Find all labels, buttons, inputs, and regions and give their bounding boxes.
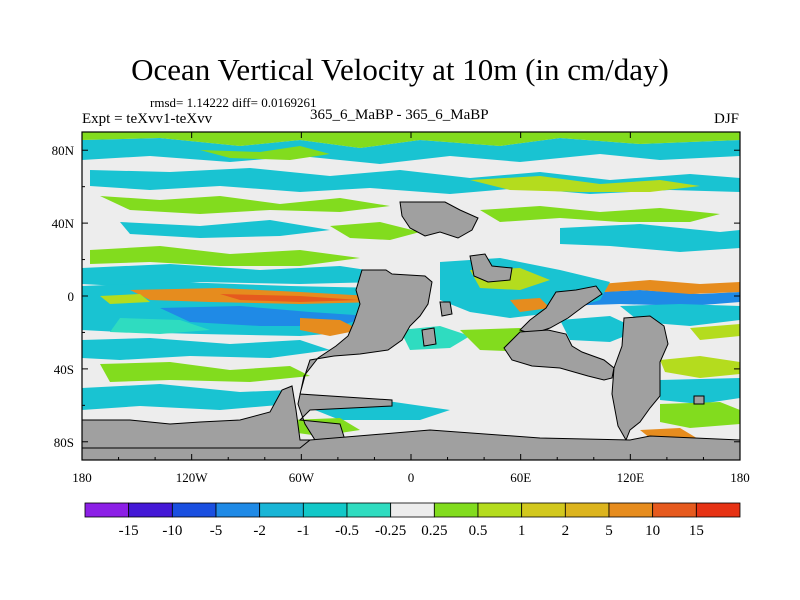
colorbar-box bbox=[171, 502, 217, 518]
x-tick-label: 60W bbox=[289, 470, 315, 485]
colorbar-box bbox=[608, 502, 654, 518]
colorbar-label: -1 bbox=[297, 523, 310, 539]
land-mass bbox=[399, 201, 479, 239]
y-tick-label: 0 bbox=[68, 289, 75, 304]
field-patch bbox=[330, 222, 420, 240]
field-patch bbox=[660, 402, 740, 428]
field-patch bbox=[100, 362, 310, 382]
land-mass bbox=[469, 253, 513, 283]
field-patch bbox=[82, 132, 740, 148]
field-patch bbox=[690, 324, 740, 340]
map-field bbox=[82, 132, 740, 460]
season-label: DJF bbox=[713, 111, 739, 127]
colorbar-label: -10 bbox=[162, 523, 182, 539]
field-patch bbox=[660, 378, 740, 404]
y-tick-label: 40N bbox=[52, 216, 75, 231]
colorbar-box bbox=[215, 502, 261, 518]
field-patch bbox=[560, 224, 740, 252]
colorbar-label: 2 bbox=[562, 523, 570, 539]
colorbar-label: -2 bbox=[253, 523, 266, 539]
axes: 180 120W 60W 0 60E 120E 180 80N 40N 0 40S 80S bbox=[52, 132, 750, 485]
colorbar-box bbox=[84, 502, 130, 518]
field-patch bbox=[220, 294, 360, 302]
x-tick-label: 120E bbox=[617, 470, 645, 485]
field-patch bbox=[470, 176, 700, 192]
field-patch bbox=[82, 264, 380, 286]
field-patch bbox=[510, 298, 550, 312]
land-mass bbox=[297, 269, 433, 441]
colorbar-label: 10 bbox=[645, 523, 660, 539]
colorbar: -15 -10 -5 -2 -1 -0.5 -0.25 0.25 0.5 1 2 5 10 15 bbox=[84, 502, 741, 539]
colorbar-label: 1 bbox=[518, 523, 526, 539]
colorbar-label: -0.25 bbox=[375, 523, 406, 539]
land-mass bbox=[439, 301, 453, 317]
colorbar-label: -15 bbox=[119, 523, 139, 539]
field-patch bbox=[90, 246, 360, 266]
x-tick-label: 0 bbox=[408, 470, 415, 485]
field-patch bbox=[480, 206, 720, 222]
colorbar-label: -5 bbox=[210, 523, 223, 539]
field-patch bbox=[100, 196, 390, 214]
chart-title: Ocean Vertical Velocity at 10m (in cm/da… bbox=[131, 52, 669, 87]
land-mass bbox=[82, 429, 740, 460]
field-patch bbox=[600, 280, 740, 294]
colorbar-box bbox=[695, 502, 741, 518]
colorbar-label: 15 bbox=[689, 523, 704, 539]
colorbar-box bbox=[259, 502, 304, 518]
y-tick-label: 80S bbox=[54, 435, 74, 450]
land-mass bbox=[693, 395, 705, 405]
land-mass bbox=[421, 327, 437, 347]
x-tick-label: 120W bbox=[176, 470, 209, 485]
colorbar-label: 0.5 bbox=[469, 523, 488, 539]
colorbar-box bbox=[302, 502, 348, 518]
field-patch bbox=[200, 146, 330, 160]
colorbar-box bbox=[128, 502, 173, 518]
experiment-label: Expt = teXvv1-teXvv bbox=[82, 111, 213, 127]
field-patch bbox=[660, 356, 740, 378]
rmsd-diff-stats: rmsd= 1.14222 diff= 0.0169261 bbox=[150, 95, 317, 110]
field-patch bbox=[560, 316, 640, 342]
field-patch bbox=[100, 294, 150, 304]
case-names: 365_6_MaBP - 365_6_MaBP bbox=[310, 107, 489, 123]
field-patch bbox=[300, 318, 360, 336]
land-mass bbox=[503, 329, 615, 381]
colorbar-box bbox=[433, 502, 479, 518]
y-tick-label: 40S bbox=[54, 362, 74, 377]
x-tick-label: 60E bbox=[510, 470, 531, 485]
land-mass bbox=[611, 315, 669, 442]
y-tick-label: 80N bbox=[52, 143, 75, 158]
land-mass bbox=[519, 285, 603, 335]
field-patch bbox=[120, 220, 330, 238]
field-patch bbox=[82, 338, 330, 360]
field-patch bbox=[82, 384, 290, 410]
colorbar-label: 5 bbox=[605, 523, 613, 539]
colorbar-label: -0.5 bbox=[335, 523, 359, 539]
x-tick-label: 180 bbox=[730, 470, 750, 485]
colorbar-box bbox=[564, 502, 610, 518]
colorbar-box bbox=[521, 502, 566, 518]
x-tick-label: 180 bbox=[72, 470, 92, 485]
colorbar-box bbox=[346, 502, 392, 518]
colorbar-label: 0.25 bbox=[421, 523, 447, 539]
colorbar-box bbox=[477, 502, 523, 518]
colorbar-box bbox=[652, 502, 697, 518]
colorbar-box bbox=[390, 502, 435, 518]
field-patch bbox=[110, 318, 210, 334]
